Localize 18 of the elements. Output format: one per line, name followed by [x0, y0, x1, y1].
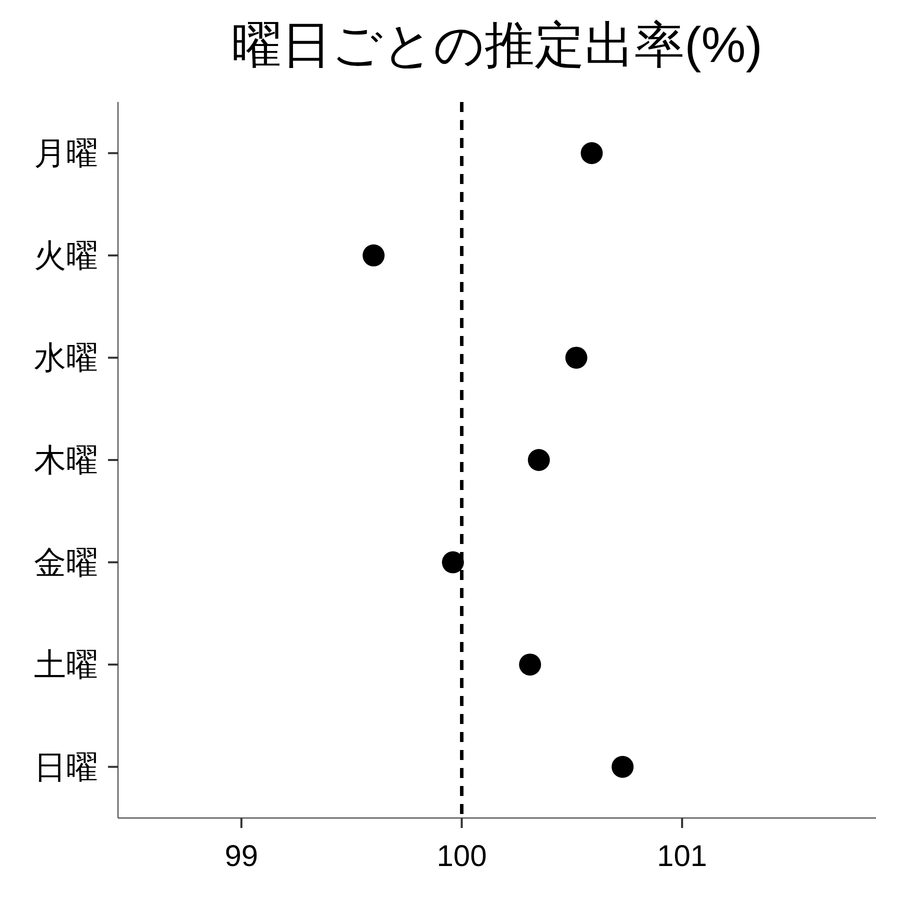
- point: [612, 756, 634, 778]
- x-tick-label: 99: [224, 840, 258, 873]
- point: [528, 449, 550, 471]
- point: [565, 346, 588, 369]
- title: 曜日ごとの推定出率(%): [232, 17, 762, 73]
- point: [442, 551, 464, 574]
- y-tick-label: 月曜: [34, 135, 98, 172]
- y-tick-label: 木曜: [34, 442, 98, 478]
- y-tick-label: 金曜: [34, 544, 98, 580]
- y-tick-label: 水曜: [34, 340, 98, 376]
- y-tick-label: 日曜: [34, 748, 98, 785]
- point: [362, 244, 385, 266]
- point: [580, 142, 603, 164]
- point: [519, 654, 542, 676]
- x-tick-label: 100: [436, 840, 487, 873]
- x-tick-label: 101: [657, 840, 708, 873]
- y-tick-label: 火曜: [34, 237, 98, 274]
- y-tick-label: 土曜: [34, 646, 98, 683]
